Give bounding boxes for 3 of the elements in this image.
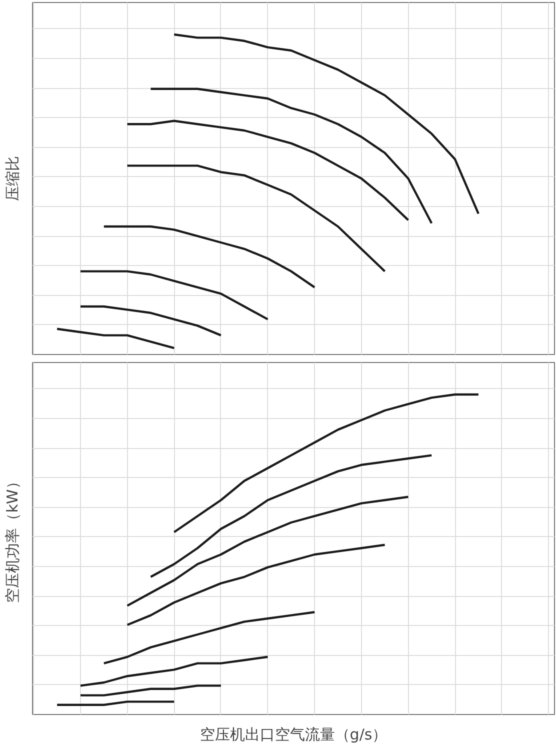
x-axis-title: 空压机出口空气流量（g/s） (200, 726, 388, 744)
y-axis-title: 空压机功率（kW） (4, 474, 22, 603)
y-axis-title: 压缩比 (4, 156, 22, 201)
